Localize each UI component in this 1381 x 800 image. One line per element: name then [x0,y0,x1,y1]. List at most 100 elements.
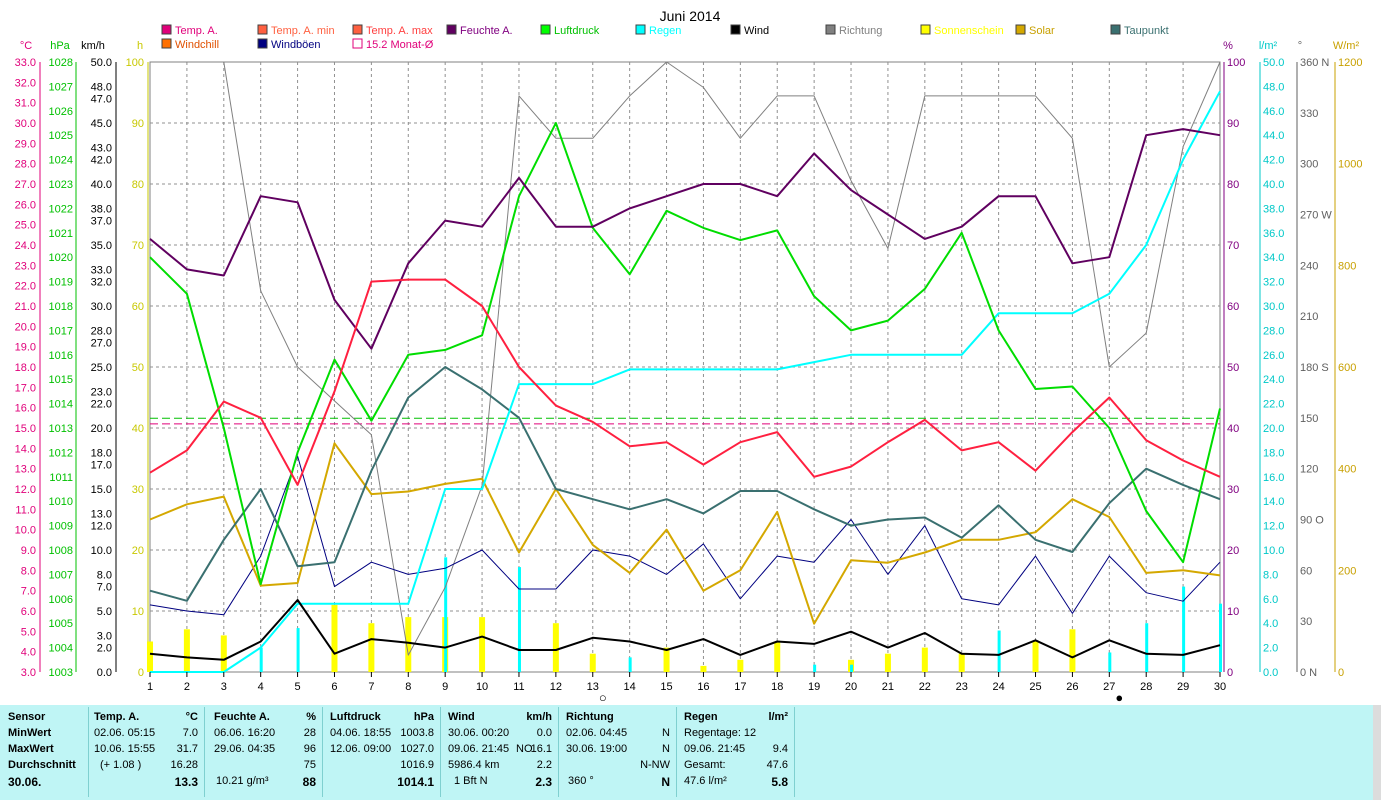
sunshine-bar [1032,641,1039,672]
temp-axis-tick: 4.0 [21,647,36,659]
rain-axis-tick: 0.0 [1263,667,1278,679]
humidity-axis-tick: 30 [1227,484,1239,496]
pressure-unit: hPa [413,711,434,723]
line-series [149,61,1221,673]
sunshine-axis-tick: 30 [132,484,144,496]
sunshine-bar [921,647,928,672]
pressure-axis-tick: 1027 [49,81,73,93]
direction-axis-tick: 330 [1300,108,1318,120]
rain-axis-tick: 14.0 [1263,496,1284,508]
humidity-axis-tick: 60 [1227,301,1239,313]
sunshine-bar [331,604,338,672]
direction-axis-tick: 0 N [1300,667,1317,679]
rain-column: Regen l/m² Regentage: 12 09.06. 21:45 9.4 … [678,707,795,797]
temp-axis-tick: 30.0 [15,118,36,130]
direction-today-value: N [661,775,670,789]
solar-axis-tick: 1200 [1338,57,1362,69]
wind-axis-tick: 10.0 [91,545,112,557]
axis-unit-label: ° [1298,40,1302,52]
rain-axis-tick: 36.0 [1263,228,1284,240]
sunshine-axis-tick: 70 [132,240,144,252]
pressure-axis-tick: 1006 [49,594,73,606]
x-tick-label: 2 [184,681,190,693]
x-tick-label: 18 [771,681,783,693]
legend-swatch [1110,24,1121,35]
pressure-axis-tick: 1022 [49,203,73,215]
rain-axis-tick: 26.0 [1263,350,1284,362]
temp-axis-tick: 20.0 [15,321,36,333]
solar-axis-tick: 400 [1338,464,1356,476]
statistics-table: Sensor MinWert MaxWert Durchschnitt 30.0… [0,705,1381,800]
sunshine-bar [183,629,190,672]
humidity-min-value: 28 [303,727,316,739]
temp-axis-tick: 13.0 [15,464,36,476]
legend-label: Sonnenschein [934,25,1004,37]
temp-axis-tick: 10.0 [15,525,36,537]
daily-rain-bar [517,567,521,672]
wind-today-value: 2.3 [535,775,552,789]
legend-swatch [825,24,836,35]
solar-axis-tick: 200 [1338,565,1356,577]
wind-axis-tick: 47.0 [91,94,112,106]
solar-axis-tick: 0 [1338,667,1344,679]
pressure-axis-tick: 1016 [49,350,73,362]
temp-unit: °C [185,711,198,723]
wind-axis-tick: 20.0 [91,423,112,435]
wind-axis-tick: 5.0 [97,606,112,618]
legend-label: 15.2 Monat-Ø [366,39,434,51]
temp-axis-tick: 11.0 [15,504,36,516]
legend-label: Wind [744,25,769,37]
rain-max-date: 09.06. 21:45 [684,743,746,755]
rain-axis-tick: 16.0 [1263,472,1284,484]
daily-rain-bar [1145,623,1149,672]
axis-unit-label: hPa [50,40,70,52]
humidity-axis-tick: 20 [1227,545,1239,557]
pressure-today-value: 1014.1 [397,775,434,789]
sunshine-bar [405,617,412,672]
wind-unit: km/h [526,711,552,723]
sunshine-bar [737,659,744,672]
humidity-axis-tick: 40 [1227,423,1239,435]
pressure-axis-tick: 1008 [49,545,73,557]
humidity-column: Feuchte A.% 06.06. 16:20 28 29.06. 04:35 9… [206,707,323,797]
wind-axis-tick: 17.0 [91,460,112,472]
temp-today-value: 13.3 [174,775,198,789]
sunshine-bar [774,641,781,672]
rain-axis-tick: 12.0 [1263,521,1284,533]
wind-axis-tick: 0.0 [97,667,112,679]
wind-column: Wind km/h 30.06. 00:20 0.0 09.06. 21:45 NO 1… [442,707,559,797]
rain-axis-tick: 50.0 [1263,57,1284,69]
temp-max-value: 31.7 [176,743,198,755]
x-tick-label: 25 [1029,681,1041,693]
rain-axis-tick: 2.0 [1263,643,1278,655]
window-scrollbar[interactable] [1373,705,1381,800]
wind-max-value: 16.1 [530,743,552,755]
direction-axis-tick: 270 W [1300,210,1332,222]
wind-header: Wind [448,711,475,723]
legend-label: Windböen [271,39,321,51]
rain-axis-tick: 4.0 [1263,618,1278,630]
pressure-axis-tick: 1019 [49,277,73,289]
temp-max-date: 10.06. 15:55 [94,743,156,755]
x-tick-label: 23 [956,681,968,693]
x-tick-label: 7 [368,681,374,693]
x-tick-label: 1 [147,681,153,693]
row-label-min: MinWert [8,727,52,739]
wind-axis-tick: 27.0 [91,338,112,350]
direction-min-value: N [662,727,670,739]
sunshine-axis-tick: 10 [132,606,144,618]
pressure-axis-tick: 1026 [49,106,73,118]
temperature-line [149,278,1221,486]
x-tick-label: 26 [1066,681,1078,693]
pressure-axis-tick: 1021 [49,228,73,240]
pressure-axis-tick: 1013 [49,423,73,435]
rain-header: Regen [684,711,718,723]
rain-axis-tick: 10.0 [1263,545,1284,557]
daily-rain-bar [850,664,854,672]
temp-axis-tick: 23.0 [15,260,36,272]
x-tick-label: 30 [1214,681,1226,693]
sunshine-bar [479,617,486,672]
temp-column: Temp. A. °C 02.06. 05:15 7.0 10.06. 15:55 3… [90,707,205,797]
pressure-axis-tick: 1012 [49,447,73,459]
pressure-axis-tick: 1005 [49,618,73,630]
